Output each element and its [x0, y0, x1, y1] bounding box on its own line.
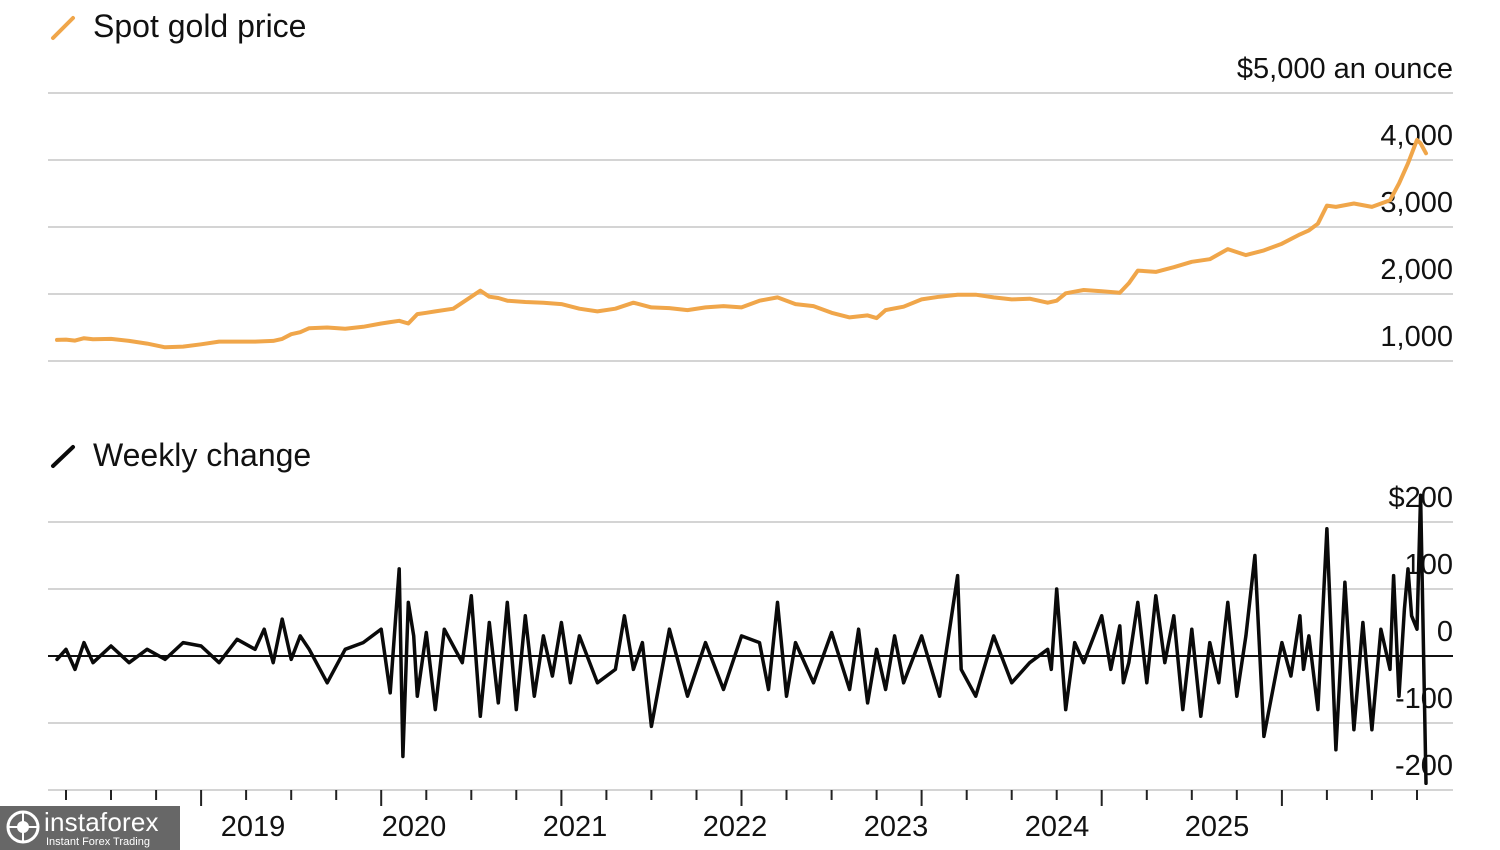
x-tick-label: 2023 — [864, 811, 929, 843]
x-tick-label: 2021 — [543, 811, 608, 843]
gold-unit-label: $5,000 an ounce — [1237, 53, 1453, 85]
gold-legend-label: Spot gold price — [93, 8, 306, 44]
instaforex-watermark: instaforex Instant Forex Trading — [0, 806, 180, 850]
gold-y-tick-label: 3,000 — [1380, 187, 1453, 219]
weekly-legend-label: Weekly change — [93, 437, 311, 473]
x-tick-label: 2022 — [703, 811, 768, 843]
instaforex-logo-icon — [6, 810, 40, 844]
x-tick-label: 2020 — [382, 811, 447, 843]
x-tick-label: 2025 — [1185, 811, 1250, 843]
x-tick-label: 2019 — [221, 811, 286, 843]
gold-legend-swatch — [51, 16, 75, 40]
watermark-tagline: Instant Forex Trading — [46, 836, 150, 848]
x-tick-label: 2024 — [1025, 811, 1090, 843]
gold-y-tick-label: 4,000 — [1380, 120, 1453, 152]
weekly-legend-swatch — [51, 445, 75, 468]
x-axis-ticks — [65, 790, 1418, 806]
gold-y-tick-label: 1,000 — [1380, 321, 1453, 353]
weekly-change-series-line — [55, 493, 1428, 786]
watermark-brand: instaforex — [44, 807, 159, 837]
x-axis: 2019 2020 2021 2022 2023 2024 2025 — [65, 790, 1418, 843]
weekly-y-tick-label: 0 — [1437, 616, 1453, 648]
gold-y-tick-label: 2,000 — [1380, 254, 1453, 286]
weekly-change-panel: Weekly change $200 100 0 -100 -200 — [48, 437, 1453, 791]
weekly-y-tick-label: 100 — [1405, 549, 1453, 581]
gold-price-series-line — [55, 137, 1428, 350]
gold-price-panel: Spot gold price $5,000 an ounce 4,000 3,… — [48, 8, 1453, 362]
